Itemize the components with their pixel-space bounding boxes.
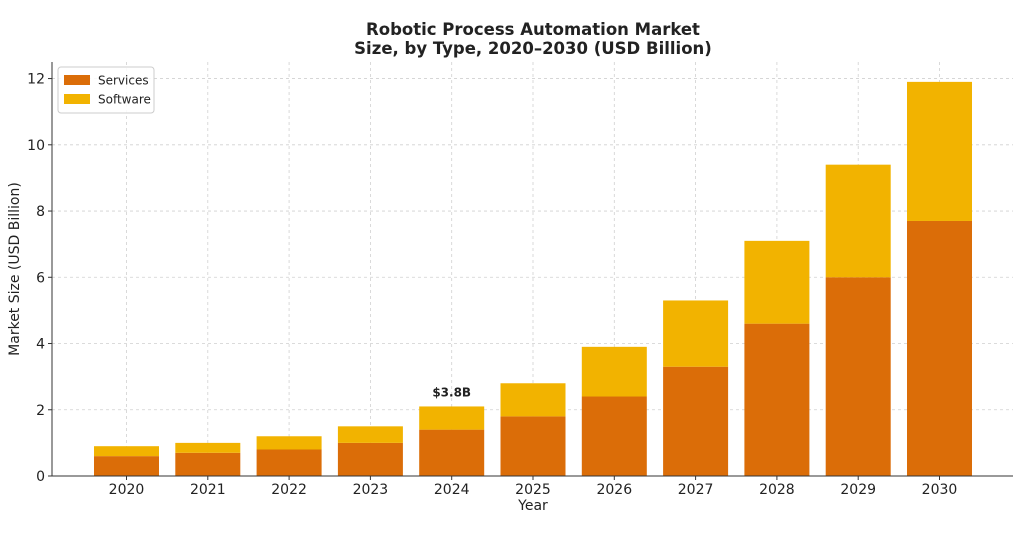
y-tick-label: 6 <box>36 270 45 286</box>
bars-layer <box>94 81 972 476</box>
x-tick-label: 2030 <box>922 482 958 498</box>
bar-software-2025 <box>500 383 566 417</box>
bar-software-2022 <box>256 436 322 450</box>
chart-title-line-1: Robotic Process Automation Market <box>366 20 700 39</box>
bar-services-2030 <box>907 220 972 476</box>
x-tick-label: 2022 <box>271 482 307 498</box>
bar-software-2020 <box>94 446 159 457</box>
x-tick-label: 2027 <box>678 482 714 498</box>
bar-software-2027 <box>663 300 729 367</box>
legend-label-software: Software <box>98 93 151 107</box>
annotation-label: $3.8B <box>432 385 471 399</box>
x-tick-label: 2025 <box>515 482 551 498</box>
bar-software-2026 <box>581 346 647 397</box>
bar-software-2021 <box>175 442 241 453</box>
bar-software-2029 <box>825 164 891 278</box>
bar-services-2023 <box>337 442 403 476</box>
legend-swatch-software <box>64 94 90 104</box>
x-tick-label: 2020 <box>109 482 145 498</box>
bar-software-2023 <box>337 426 403 443</box>
y-tick-label: 10 <box>27 138 45 154</box>
bar-services-2025 <box>500 416 566 476</box>
x-tick-label: 2026 <box>596 482 632 498</box>
legend: Services Software <box>57 66 155 114</box>
legend-label-services: Services <box>98 74 149 88</box>
bar-software-2024 <box>419 406 485 430</box>
x-tick-label: 2024 <box>434 482 470 498</box>
y-tick-label: 8 <box>36 204 45 220</box>
chart-title-line-2: Size, by Type, 2020–2030 (USD Billion) <box>354 39 712 58</box>
x-axis-label: Year <box>517 498 548 514</box>
bar-services-2027 <box>663 366 729 476</box>
bar-services-2022 <box>256 449 322 476</box>
legend-swatch-services <box>64 75 90 85</box>
y-tick-label: 2 <box>36 403 45 419</box>
y-tick-label: 4 <box>36 337 45 353</box>
y-tick-label: 0 <box>36 469 45 485</box>
bar-services-2026 <box>581 396 647 476</box>
x-tick-label: 2023 <box>353 482 389 498</box>
x-tick-label: 2028 <box>759 482 795 498</box>
bar-software-2028 <box>744 240 810 324</box>
x-tick-label: 2029 <box>840 482 876 498</box>
y-axis-label: Market Size (USD Billion) <box>7 182 23 356</box>
bar-services-2029 <box>825 277 891 476</box>
bar-services-2024 <box>419 429 485 476</box>
bar-software-2030 <box>907 81 972 221</box>
bar-services-2021 <box>175 452 241 476</box>
bar-services-2028 <box>744 323 810 476</box>
annotation-layer: $3.8B <box>432 385 471 399</box>
x-tick-label: 2021 <box>190 482 226 498</box>
bar-services-2020 <box>94 456 159 476</box>
y-tick-label: 12 <box>27 72 45 88</box>
axes-layer: 0 2 4 6 8 10 12 2020 2021 2022 2023 2024 2025 2026 202… <box>27 62 1013 498</box>
